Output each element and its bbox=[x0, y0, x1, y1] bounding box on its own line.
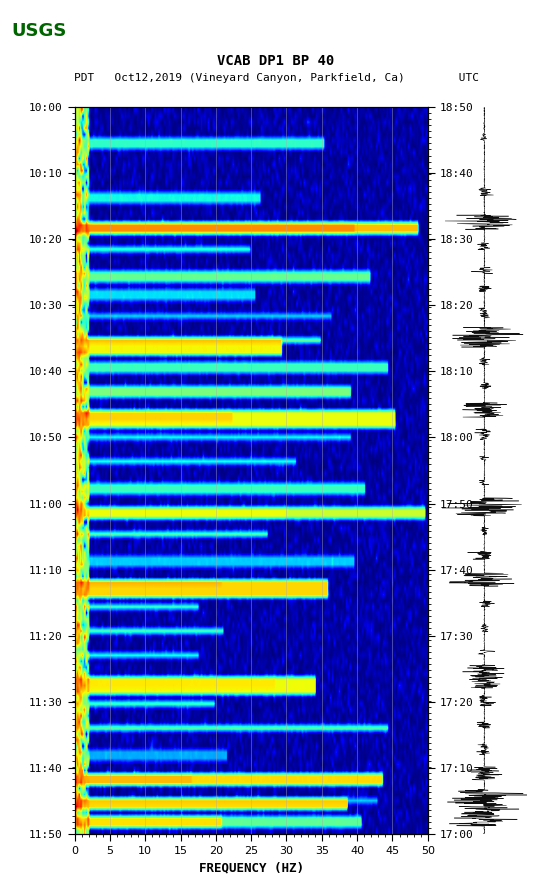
Text: USGS: USGS bbox=[11, 22, 66, 40]
X-axis label: FREQUENCY (HZ): FREQUENCY (HZ) bbox=[199, 862, 304, 874]
Text: PDT   Oct12,2019 (Vineyard Canyon, Parkfield, Ca)        UTC: PDT Oct12,2019 (Vineyard Canyon, Parkfie… bbox=[73, 73, 479, 84]
Text: VCAB DP1 BP 40: VCAB DP1 BP 40 bbox=[217, 54, 335, 68]
